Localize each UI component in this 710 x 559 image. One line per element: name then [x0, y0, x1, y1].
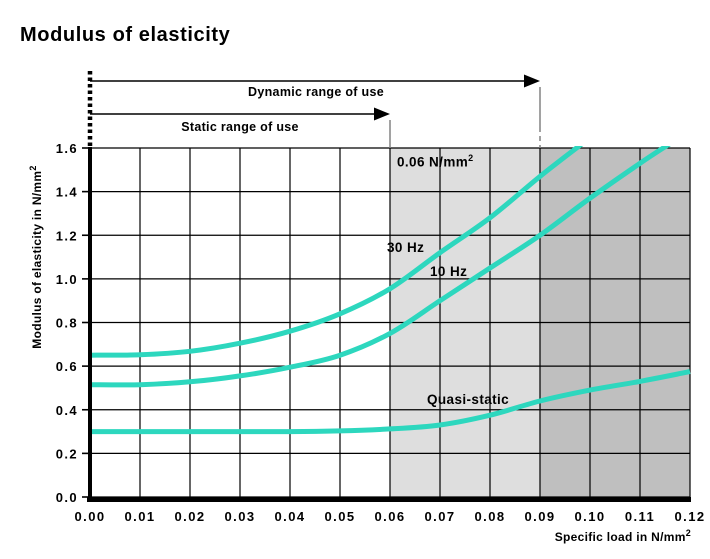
series-label-30hz: 30 Hz	[387, 240, 425, 255]
y-tick-label: 1.4	[56, 185, 78, 200]
curve-10-hz	[90, 146, 671, 388]
curve-30-hz	[90, 146, 584, 358]
x-tick-label: 0.03	[225, 509, 256, 524]
curves	[90, 146, 691, 435]
y-tick-label: 0.8	[56, 316, 78, 331]
y-tick-label: 0.2	[56, 446, 78, 461]
static-range-label: Static range of use	[181, 120, 299, 134]
x-tick-label: 0.06	[375, 509, 406, 524]
y-tick-label: 0.4	[56, 403, 78, 418]
x-tick-label: 0.00	[75, 509, 106, 524]
y-tick-label: 0.0	[56, 490, 78, 505]
y-tick-label: 0.6	[56, 359, 78, 374]
y-tick-label: 1.2	[56, 228, 78, 243]
x-tick-label: 0.04	[275, 509, 306, 524]
annotation-band-value-text: 0.06 N/mm	[397, 154, 469, 170]
y-axis-title-text: Modulus of elasticity in N/mm	[30, 170, 44, 349]
annotation-band-value: 0.06 N/mm2	[397, 153, 474, 170]
x-axis-title: Specific load in N/mm2	[555, 528, 691, 544]
x-tick-label: 0.12	[675, 509, 706, 524]
x-tick-label: 0.01	[125, 509, 156, 524]
gridlines	[89, 147, 691, 498]
annotation-band-value-sup: 2	[468, 153, 474, 163]
y-axis-title-sup: 2	[28, 165, 38, 171]
curve-quasi-static	[90, 369, 691, 435]
series-label-10hz: 10 Hz	[430, 264, 468, 279]
y-axis-title: Modulus of elasticity in N/mm2	[28, 165, 44, 348]
x-tick-label: 0.07	[425, 509, 456, 524]
static-range-arrowhead	[374, 107, 390, 121]
y-tick-label: 1.6	[56, 141, 78, 156]
chart-title: Modulus of elasticity	[20, 24, 231, 46]
y-tick-label: 1.0	[56, 272, 78, 287]
dynamic-range-arrowhead	[524, 74, 540, 88]
dynamic-range-label: Dynamic range of use	[248, 85, 384, 99]
x-tick-label: 0.05	[325, 509, 356, 524]
x-tick-label: 0.09	[525, 509, 556, 524]
x-tick-label: 0.02	[175, 509, 206, 524]
x-tick-label: 0.08	[475, 509, 506, 524]
x-tick-label: 0.10	[575, 509, 606, 524]
x-axis-title-text: Specific load in N/mm	[554, 530, 686, 544]
x-axis-title-sup: 2	[685, 528, 691, 538]
series-label-quasi: Quasi-static	[427, 392, 510, 407]
x-tick-label: 0.11	[625, 509, 655, 524]
